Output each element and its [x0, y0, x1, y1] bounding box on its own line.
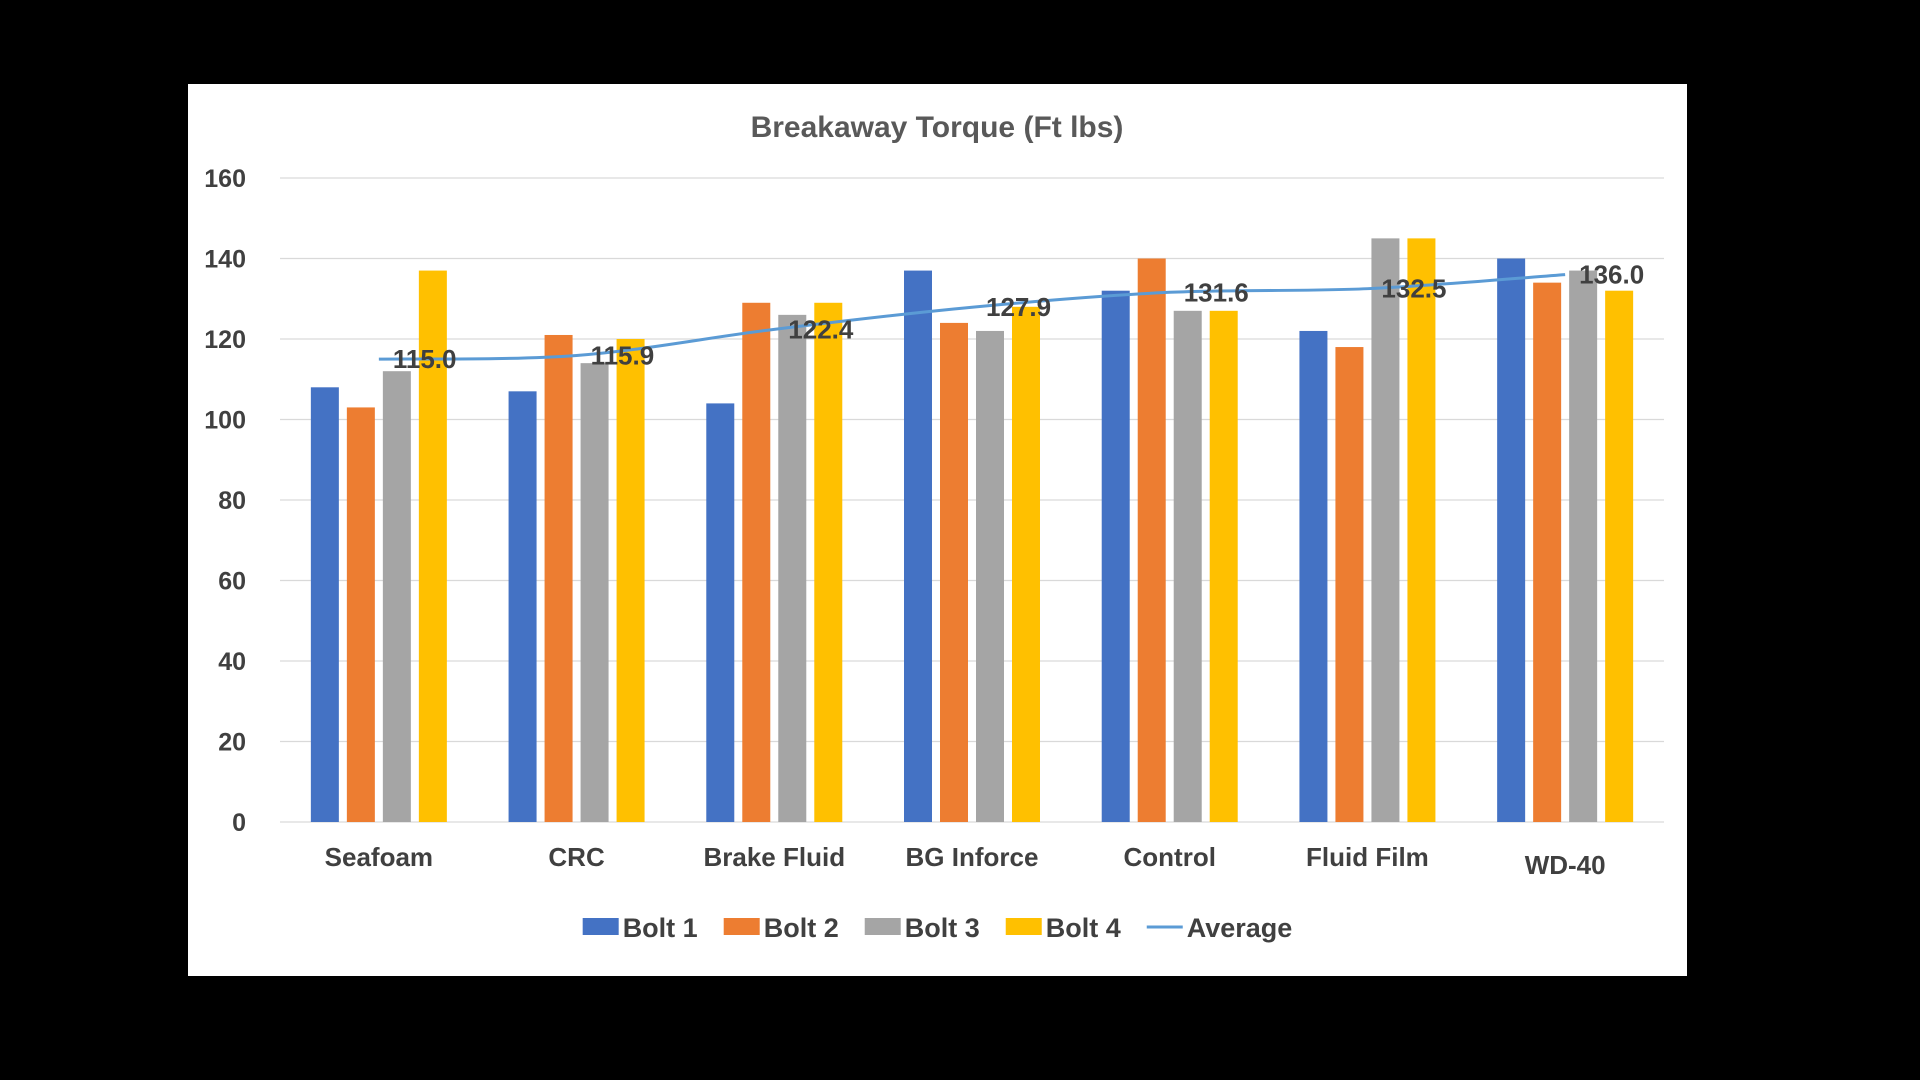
- bar-bolt-1-wd-40: [1497, 258, 1526, 822]
- y-tick-label: 80: [218, 487, 246, 515]
- legend-label-bolt-3: Bolt 3: [905, 913, 980, 943]
- bar-bolt-3-control: [1173, 310, 1202, 822]
- y-tick-label: 120: [204, 326, 246, 354]
- category-label: BG Inforce: [906, 842, 1039, 872]
- y-axis-ticks: 0 20 40 60 80 100 120 140 160: [204, 165, 246, 837]
- bar-bolt-2-brake-fluid: [742, 302, 771, 822]
- legend: Bolt 1 Bolt 2 Bolt 3 Bolt 4 Average: [582, 913, 1293, 943]
- legend-swatch-bolt-4: [1005, 918, 1042, 935]
- legend-swatch-bolt-2: [723, 918, 760, 935]
- average-data-label: 115.9: [591, 341, 655, 371]
- bar-bolt-2-crc: [544, 334, 573, 822]
- y-tick-label: 100: [204, 407, 246, 435]
- legend-label-bolt-2: Bolt 2: [764, 913, 839, 943]
- bar-bolt-2-control: [1137, 258, 1166, 822]
- y-tick-label: 20: [218, 729, 246, 757]
- bar-bolt-4-fluid-film: [1407, 238, 1436, 822]
- bar-bolt-3-wd-40: [1569, 270, 1598, 822]
- bars: [310, 238, 1634, 822]
- category-label: Brake Fluid: [703, 842, 845, 872]
- data-labels: 115.0 115.9 122.4 127.9 131.6 132.5 136.0: [393, 260, 1644, 375]
- y-tick-label: 160: [204, 165, 246, 193]
- legend-swatch-bolt-3: [864, 918, 901, 935]
- bar-bolt-3-crc: [580, 363, 609, 822]
- average-data-label: 131.6: [1184, 277, 1249, 307]
- bar-bolt-1-bg-inforce: [904, 270, 932, 822]
- bar-bolt-4-crc: [616, 339, 645, 822]
- bar-bolt-4-brake-fluid: [814, 302, 843, 822]
- category-label: CRC: [548, 842, 605, 872]
- bar-bolt-3-seafoam: [382, 371, 411, 822]
- category-label: WD-40: [1525, 850, 1606, 880]
- chart-svg: Breakaway Torque (Ft lbs) 0 20 40 60 80 100 12…: [204, 111, 1664, 943]
- bar-bolt-3-bg-inforce: [976, 330, 1004, 822]
- bar-bolt-4-bg-inforce: [1012, 306, 1040, 822]
- legend-label-average: Average: [1187, 913, 1293, 943]
- bar-bolt-1-control: [1101, 290, 1130, 822]
- bar-bolt-4-control: [1209, 310, 1238, 822]
- bar-bolt-2-seafoam: [346, 407, 375, 822]
- y-tick-label: 140: [204, 246, 246, 274]
- chart-panel: Breakaway Torque (Ft lbs) 0 20 40 60 80 100 12…: [188, 84, 1687, 976]
- bar-bolt-1-brake-fluid: [706, 403, 735, 822]
- legend-swatch-bolt-1: [582, 918, 619, 935]
- category-label: Seafoam: [325, 842, 433, 872]
- category-label: Control: [1124, 842, 1216, 872]
- bar-bolt-2-bg-inforce: [940, 322, 968, 822]
- y-tick-label: 40: [218, 648, 246, 676]
- chart-title: Breakaway Torque (Ft lbs): [751, 111, 1124, 144]
- bar-bolt-2-wd-40: [1533, 282, 1562, 822]
- category-label: Fluid Film: [1306, 842, 1429, 872]
- bar-bolt-3-brake-fluid: [778, 314, 807, 822]
- bar-bolt-4-seafoam: [418, 270, 447, 822]
- legend-label-bolt-1: Bolt 1: [623, 913, 698, 943]
- bar-bolt-3-fluid-film: [1371, 238, 1400, 822]
- average-line: [378, 273, 1566, 361]
- average-data-label: 136.0: [1579, 260, 1644, 290]
- average-data-label: 115.0: [393, 344, 457, 374]
- average-data-label: 127.9: [986, 292, 1051, 322]
- bar-bolt-1-seafoam: [310, 387, 339, 822]
- x-axis-categories: Seafoam CRC Brake Fluid BG Inforce Control Fl…: [325, 842, 1606, 880]
- bar-bolt-1-fluid-film: [1299, 330, 1328, 822]
- bar-bolt-2-fluid-film: [1335, 347, 1364, 822]
- average-data-label: 122.4: [788, 314, 854, 344]
- average-data-label: 132.5: [1381, 274, 1446, 304]
- bar-bolt-4-wd-40: [1605, 290, 1634, 822]
- y-tick-label: 60: [218, 568, 246, 596]
- gridlines: [280, 177, 1664, 823]
- legend-label-bolt-4: Bolt 4: [1046, 913, 1121, 943]
- average-line-layer: [378, 273, 1566, 361]
- bar-bolt-1-crc: [508, 391, 537, 822]
- y-tick-label: 0: [232, 809, 246, 837]
